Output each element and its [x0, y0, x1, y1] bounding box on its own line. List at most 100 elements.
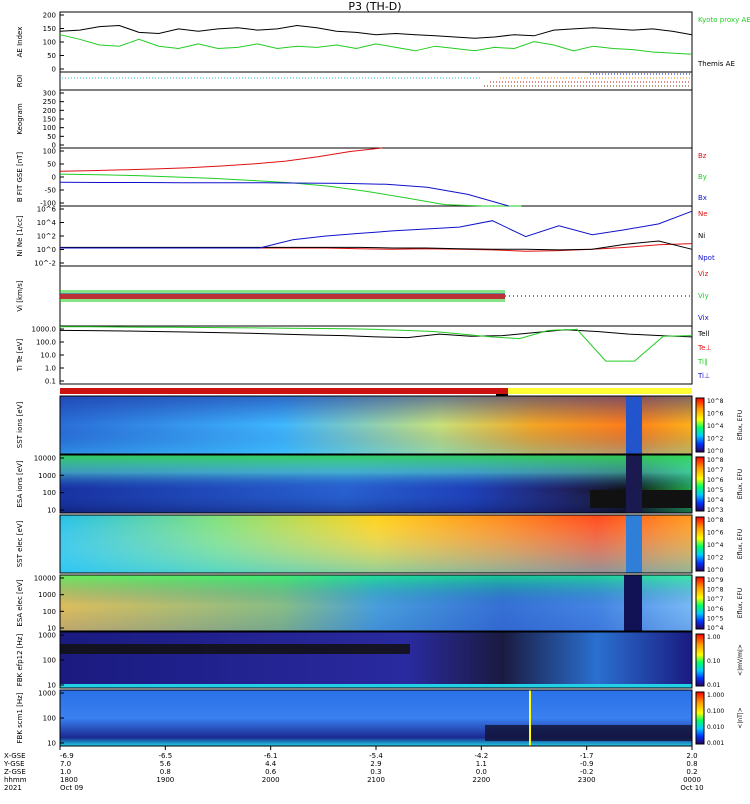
colorbar-tick-sst_ion: 10^4: [707, 423, 724, 430]
fbk-b-spectrogram: [59, 689, 693, 747]
ephemeris-value-z: 0.0: [476, 768, 487, 776]
ytick-esa_ion: 10000: [34, 455, 56, 463]
ephemeris-value-z: 0.3: [370, 768, 381, 776]
colorbar-label-sst_ion: Eflux, EFU: [737, 410, 744, 440]
ephemeris-value-date: Oct 09: [60, 784, 83, 792]
legend-tell: Tell: [697, 330, 709, 338]
series-line-by: [59, 173, 522, 207]
legend-npot: Npot: [698, 254, 715, 262]
colorbar-tick-esa_ion: 10^6: [707, 477, 724, 484]
series-line-bx: [59, 181, 509, 207]
esa-elec-spectrogram: [59, 574, 693, 632]
ephemeris-value-z: 0.6: [265, 768, 277, 776]
ephemeris-row-label: hhmm: [4, 776, 27, 784]
colorbar-tick-sst_elec: 10^8: [707, 517, 724, 524]
ytick-esa_elec: 1000: [38, 591, 56, 599]
ytick-fbk_e: 100: [43, 657, 56, 665]
ytick-ae: 0: [52, 66, 56, 74]
velocity-traces: [60, 290, 690, 302]
ephemeris-row-label: X-GSE: [4, 752, 26, 760]
ephemeris-value-z: 1.0: [60, 768, 71, 776]
ylabel-roi: ROI: [16, 75, 24, 87]
ephemeris-value-time: 1900: [156, 776, 174, 784]
ephemeris-row-label: 2021: [4, 784, 22, 792]
colorbar-tick-esa_ion: 10^5: [707, 487, 724, 494]
ytick-temperature: 1000.0: [32, 326, 57, 334]
series-line-ni: [60, 240, 693, 251]
ytick-keogram: 150: [43, 116, 56, 124]
ytick-esa_ion: 10: [47, 507, 56, 515]
ytick-temperature: 0.1: [45, 378, 56, 386]
ephemeris-value-time: 0000: [683, 776, 701, 784]
ylabel-sst_ion: SST ions [eV]: [16, 401, 24, 448]
bfield-traces: [59, 147, 522, 207]
colorbars: [695, 397, 705, 745]
fbk-e-spectrogram: [59, 631, 693, 689]
ytick-ae: 200: [43, 12, 56, 20]
ephemeris-value-date: Oct 10: [680, 784, 703, 792]
fbk-e-black-stripe: [60, 644, 410, 654]
colorbar-tick-fbk_b: 1.000: [707, 692, 724, 699]
legend-bx: Bx: [698, 194, 707, 202]
colorbar-tick-esa_elec: 10^8: [707, 587, 724, 594]
ytick-esa_ion: 1000: [38, 472, 56, 480]
ylabel-esa_ion: ESA ions [eV]: [16, 460, 24, 507]
ytick-ae: 50: [47, 52, 56, 60]
colorbar-sst-ion: [695, 397, 705, 453]
colorbar-fbk-e: [695, 633, 705, 687]
ylabel-esa_elec: ESA elec [eV]: [16, 579, 24, 626]
ephemeris-axis: X-GSEY-GSEZ-GSEhhmm2021-6.97.01.01800Oct…: [3, 746, 704, 792]
ytick-keogram: 50: [47, 133, 56, 141]
ytick-bfield: 50: [47, 161, 56, 169]
ephemeris-row-label: Y-GSE: [3, 760, 25, 768]
density-traces: [60, 210, 693, 252]
ytick-esa_ion: 100: [43, 489, 56, 497]
colorbar-tick-esa_ion: 10^3: [707, 507, 724, 514]
sst-ion-spectrogram: [59, 395, 693, 455]
ylabel-velocity: Vi [km/s]: [16, 280, 24, 311]
legend-ne: Ne: [698, 210, 708, 218]
legend-viy: Viy: [698, 292, 709, 300]
ytick-fbk_e: 1000: [38, 632, 56, 640]
series-line-ti-: [60, 326, 693, 362]
ephemeris-value-x: -1.7: [580, 752, 594, 760]
ytick-density: 10^6: [37, 206, 57, 214]
ytick-keogram: 100: [43, 124, 56, 132]
legend-vix: Vix: [698, 314, 709, 322]
ephemeris-value-time: 2200: [472, 776, 490, 784]
ytick-density: 10^0: [37, 246, 56, 254]
colorbar-tick-sst_elec: 10^0: [707, 567, 724, 574]
velocity-noise-band-red: [60, 294, 505, 299]
series-line-kyoto-proxy-ae: [59, 34, 693, 55]
ylabel-keogram: Keogram: [16, 103, 24, 134]
colorbar-tick-fbk_b: 0.100: [707, 708, 724, 715]
ytick-esa_elec: 10: [47, 625, 56, 633]
series-line-themis-ae: [59, 24, 693, 39]
roi-traces: [62, 73, 690, 87]
legend-ti-: Ti⊥: [697, 372, 710, 380]
series-line-bz: [59, 147, 383, 172]
ytick-ae: 150: [43, 25, 56, 33]
legend-by: By: [698, 173, 707, 181]
ae-panel-frame: [59, 11, 693, 73]
colorbar-tick-esa_elec: 10^9: [707, 577, 724, 584]
colorbar-tick-sst_ion: 10^8: [707, 398, 724, 405]
ylabel-fbk_e: FBK efp12 [Hz]: [16, 634, 24, 687]
colorbar-tick-fbk_e: 0.10: [707, 658, 721, 665]
ytick-temperature: 1.0: [45, 365, 56, 373]
ae-traces: [59, 24, 693, 55]
ephemeris-value-z: 0.8: [160, 768, 171, 776]
ytick-bfield: -100: [40, 200, 56, 208]
ephemeris-value-z: 0.2: [686, 768, 697, 776]
colorbar-sst-elec: [695, 516, 705, 572]
ytick-fbk_e: 10: [47, 682, 56, 690]
ephemeris-value-x: -6.5: [158, 752, 172, 760]
esa-elec-gap: [624, 575, 642, 631]
bfield-panel-frame: [59, 147, 693, 207]
ylabel-bfield: B FIT GSE [nT]: [16, 152, 24, 203]
ephemeris-value-time: 2300: [578, 776, 596, 784]
ylabel-density: Ni Ne [1/cc]: [16, 215, 24, 256]
ylabel-ae: AE Index: [16, 27, 24, 58]
